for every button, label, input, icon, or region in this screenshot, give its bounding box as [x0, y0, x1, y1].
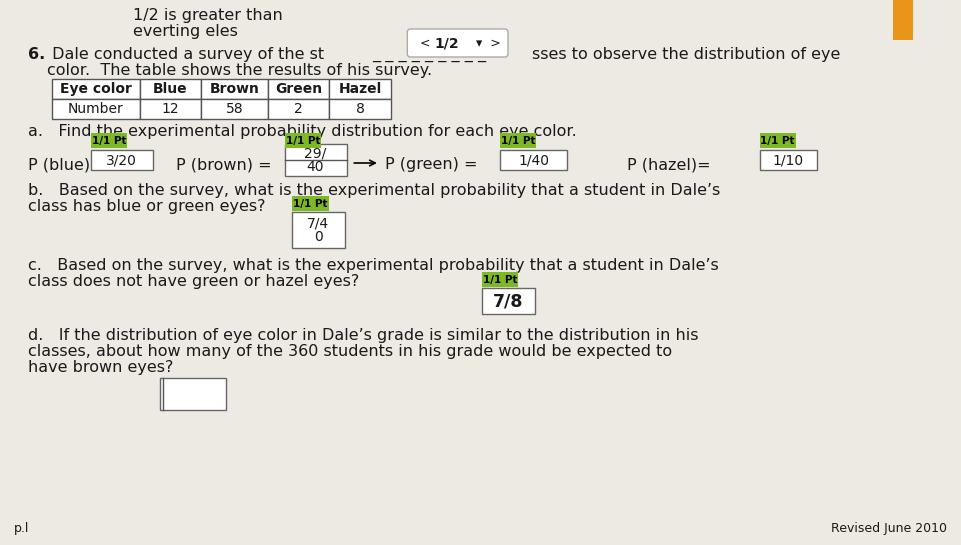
- Text: 1/2: 1/2: [433, 36, 458, 50]
- Bar: [329, 99, 391, 119]
- Bar: [481, 288, 534, 314]
- Bar: [329, 79, 391, 99]
- Text: classes, about how many of the 360 students in his grade would be expected to: classes, about how many of the 360 stude…: [29, 344, 672, 359]
- Text: <: <: [419, 37, 442, 50]
- Text: Revised June 2010: Revised June 2010: [830, 522, 946, 535]
- Text: everting eles: everting eles: [133, 24, 237, 39]
- Bar: [201, 79, 267, 99]
- Text: P (green) =: P (green) =: [384, 157, 477, 172]
- Text: 58: 58: [226, 102, 243, 116]
- Text: ▾  >: ▾ >: [468, 37, 501, 50]
- Text: _ _ _ _ _ _ _ _ _: _ _ _ _ _ _ _ _ _: [372, 47, 486, 62]
- Bar: [201, 99, 267, 119]
- Text: c.   Based on the survey, what is the experimental probability that a student in: c. Based on the survey, what is the expe…: [29, 258, 719, 273]
- Bar: [292, 212, 344, 248]
- Bar: [160, 378, 226, 410]
- Text: color.  The table shows the results of his survey.: color. The table shows the results of hi…: [47, 63, 432, 78]
- Text: 1/1 Pt: 1/1 Pt: [501, 136, 535, 146]
- Text: Green: Green: [275, 82, 322, 96]
- Text: 29/: 29/: [304, 146, 326, 160]
- Text: 0: 0: [313, 230, 322, 244]
- Text: 12: 12: [161, 102, 179, 116]
- Bar: [139, 79, 201, 99]
- Text: 2: 2: [294, 102, 303, 116]
- Text: 1/10: 1/10: [772, 153, 802, 167]
- Text: 6.: 6.: [29, 47, 46, 62]
- Text: 7/8: 7/8: [492, 292, 523, 310]
- Bar: [892, 0, 913, 40]
- Bar: [500, 150, 566, 170]
- Text: 1/1 Pt: 1/1 Pt: [92, 136, 126, 146]
- Bar: [91, 150, 153, 170]
- Text: 1/40: 1/40: [518, 153, 549, 167]
- Text: 1/1 Pt: 1/1 Pt: [759, 136, 794, 146]
- Bar: [52, 79, 139, 99]
- Text: have brown eyes?: have brown eyes?: [29, 360, 174, 375]
- Bar: [52, 99, 139, 119]
- FancyBboxPatch shape: [407, 29, 507, 57]
- Bar: [500, 133, 536, 148]
- Bar: [292, 196, 329, 211]
- Text: 1/1 Pt: 1/1 Pt: [482, 275, 517, 284]
- Text: P (blue) =: P (blue) =: [29, 157, 110, 172]
- Text: 3/20: 3/20: [106, 153, 136, 167]
- Text: Hazel: Hazel: [338, 82, 382, 96]
- Text: 7/4: 7/4: [307, 216, 329, 230]
- Text: 1/1 Pt: 1/1 Pt: [285, 136, 320, 146]
- Text: p.l: p.l: [14, 522, 30, 535]
- Text: class does not have green or hazel eyes?: class does not have green or hazel eyes?: [29, 274, 359, 289]
- Bar: [481, 272, 518, 287]
- Text: d.   If the distribution of eye color in Dale’s grade is similar to the distribu: d. If the distribution of eye color in D…: [29, 328, 699, 343]
- Text: P (hazel)=: P (hazel)=: [626, 157, 709, 172]
- Bar: [759, 133, 795, 148]
- Text: Eye color: Eye color: [60, 82, 132, 96]
- Text: Dale conducted a survey of the st: Dale conducted a survey of the st: [47, 47, 324, 62]
- Text: 8: 8: [356, 102, 364, 116]
- Bar: [284, 133, 321, 148]
- Text: class has blue or green eyes?: class has blue or green eyes?: [29, 199, 265, 214]
- Text: P (brown) =: P (brown) =: [176, 157, 271, 172]
- Bar: [284, 144, 346, 176]
- Text: a.   Find the experimental probability distribution for each eye color.: a. Find the experimental probability dis…: [29, 124, 577, 139]
- Bar: [267, 79, 329, 99]
- Text: sses to observe the distribution of eye: sses to observe the distribution of eye: [531, 47, 839, 62]
- Bar: [91, 133, 127, 148]
- Text: Brown: Brown: [209, 82, 259, 96]
- Text: 1/1 Pt: 1/1 Pt: [293, 198, 328, 209]
- Bar: [139, 99, 201, 119]
- Text: Number: Number: [68, 102, 124, 116]
- Bar: [267, 99, 329, 119]
- Text: b.   Based on the survey, what is the experimental probability that a student in: b. Based on the survey, what is the expe…: [29, 183, 720, 198]
- Text: Blue: Blue: [153, 82, 187, 96]
- Text: 40: 40: [307, 160, 324, 174]
- Bar: [759, 150, 816, 170]
- Text: 1/2 is greater than: 1/2 is greater than: [133, 8, 283, 23]
